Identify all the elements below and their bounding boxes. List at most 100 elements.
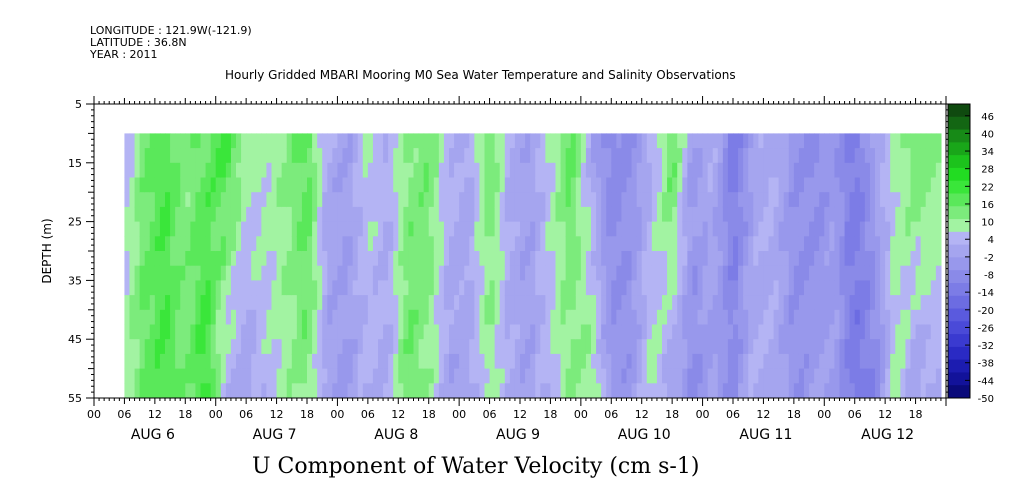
heat-cell	[606, 206, 612, 223]
heat-cell	[520, 309, 526, 326]
heat-cell	[301, 309, 308, 326]
heat-cell	[596, 192, 602, 208]
heat-cell	[383, 353, 389, 370]
heat-cell	[651, 148, 658, 164]
heat-cell	[170, 236, 176, 252]
heat-cell	[256, 295, 262, 311]
heat-cell	[702, 221, 709, 237]
heat-cell	[880, 221, 886, 237]
heat-cell	[383, 265, 389, 281]
heat-cell	[707, 192, 714, 208]
heat-cell	[585, 265, 592, 281]
heat-cell	[357, 265, 364, 281]
heat-cell	[357, 368, 364, 384]
colorbar-label: -38	[978, 359, 994, 370]
heat-cell	[616, 148, 623, 164]
heat-cell	[139, 148, 146, 164]
heat-cell	[920, 236, 927, 252]
heat-cell	[454, 265, 460, 281]
heat-cell	[230, 339, 237, 355]
heat-cell	[256, 236, 262, 252]
heat-cell	[601, 353, 607, 370]
heat-cell	[753, 265, 759, 281]
x-hour-label: 12	[513, 408, 527, 421]
heat-cell	[798, 295, 805, 311]
x-day-label: AUG 6	[131, 427, 175, 443]
heat-cell	[819, 368, 825, 384]
heat-cell	[885, 280, 891, 296]
heat-cell	[347, 309, 354, 326]
heat-cell	[433, 280, 440, 296]
heat-cell	[170, 339, 176, 355]
heat-cell	[276, 368, 283, 384]
heat-cell	[809, 324, 815, 340]
heat-cell	[540, 177, 546, 193]
heat-cell	[134, 251, 141, 267]
heat-cell	[134, 324, 141, 340]
heat-cell	[712, 162, 719, 179]
heat-cell	[291, 251, 298, 267]
heat-cell	[474, 265, 481, 281]
heat-cell	[864, 295, 871, 311]
heat-cell	[261, 368, 268, 384]
heat-cell	[241, 133, 247, 149]
heat-cell	[738, 353, 744, 370]
heat-cell	[307, 221, 313, 237]
heat-cell	[464, 221, 470, 237]
heat-cell	[733, 148, 739, 164]
heat-cell	[484, 339, 491, 355]
heat-cell	[246, 339, 252, 355]
heat-cell	[692, 309, 699, 326]
heat-cell	[489, 192, 496, 208]
heat-cell	[535, 133, 541, 149]
heat-cell	[748, 383, 754, 398]
heat-cell	[286, 251, 293, 267]
heat-cell	[606, 368, 612, 384]
heat-cell	[347, 353, 354, 370]
heat-cell	[327, 383, 333, 398]
heat-cell	[393, 368, 399, 384]
heat-cell	[499, 309, 506, 326]
heat-cell	[585, 177, 592, 193]
heat-cell	[687, 265, 694, 281]
heat-cell	[631, 133, 638, 149]
heat-cell	[144, 236, 151, 252]
heat-cell	[124, 368, 131, 384]
heat-cell	[215, 162, 222, 179]
heat-cell	[677, 309, 683, 326]
heat-cell	[768, 368, 775, 384]
heat-cell	[489, 383, 496, 398]
heat-cell	[692, 383, 699, 398]
heat-cell	[403, 236, 410, 252]
heat-cell	[337, 206, 344, 223]
heat-cell	[180, 162, 186, 179]
heat-cell	[520, 383, 526, 398]
heat-cell	[575, 148, 582, 164]
heat-cell	[646, 368, 653, 384]
heat-cell	[367, 251, 374, 267]
heat-cell	[281, 148, 288, 164]
heat-cell	[337, 353, 344, 370]
heat-cell	[743, 192, 749, 208]
heat-cell	[778, 221, 785, 237]
heat-cell	[291, 324, 298, 340]
heat-cell	[596, 221, 602, 237]
heat-cell	[545, 206, 552, 223]
heat-cell	[651, 162, 658, 179]
heat-cell	[854, 265, 861, 281]
heat-cell	[596, 280, 602, 296]
heat-cell	[824, 251, 830, 267]
heat-cell	[438, 295, 445, 311]
heat-cell	[464, 265, 470, 281]
heat-cell	[636, 295, 643, 311]
heat-cell	[175, 133, 181, 149]
heat-cell	[180, 192, 186, 208]
heat-cell	[474, 162, 481, 179]
heat-cell	[251, 162, 257, 179]
heat-cell	[398, 148, 404, 164]
heat-cell	[342, 339, 349, 355]
heat-cell	[205, 265, 212, 281]
heat-cell	[596, 309, 602, 326]
heat-cell	[205, 368, 212, 384]
heat-cell	[722, 324, 729, 340]
